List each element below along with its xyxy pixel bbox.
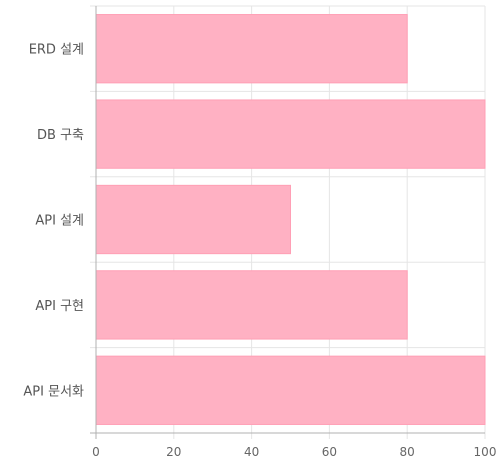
labels: 0 20 40 60 80 100 ERD 설계 DB 구축 API 설계 API 구현 API 문… xyxy=(23,43,496,459)
bar-2 xyxy=(95,184,291,255)
bar-0 xyxy=(95,14,408,84)
x-tick-label-3: 60 xyxy=(322,445,337,459)
x-tick-label-1: 20 xyxy=(166,445,181,459)
y-category-label-3: API 구현 xyxy=(35,299,84,314)
y-category-label-1: DB 구축 xyxy=(37,128,84,143)
bar-4 xyxy=(95,355,486,425)
x-tick-label-0: 0 xyxy=(92,445,100,459)
y-category-label-2: API 설계 xyxy=(35,214,84,229)
x-tick-label-4: 80 xyxy=(400,445,415,459)
x-tick-label-2: 40 xyxy=(244,445,259,459)
y-category-label-4: API 문서화 xyxy=(23,384,84,399)
y-category-label-0: ERD 설계 xyxy=(29,43,84,58)
x-tick-label-5: 100 xyxy=(474,445,497,459)
bar-1 xyxy=(95,99,486,169)
bar-3 xyxy=(95,270,408,340)
axes xyxy=(90,6,485,439)
bars xyxy=(95,14,486,425)
